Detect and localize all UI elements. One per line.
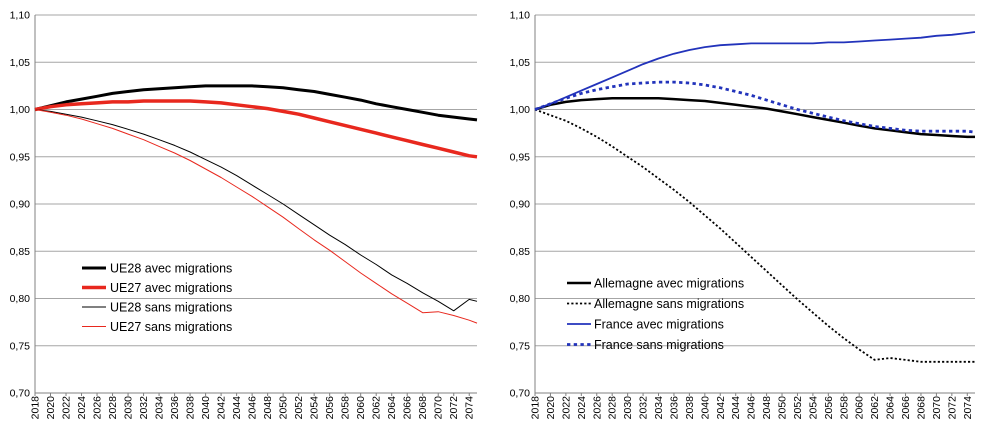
x-tick-label: 2056 xyxy=(823,396,835,420)
x-tick-label: 2062 xyxy=(371,396,383,420)
x-tick-label: 2042 xyxy=(715,396,727,420)
legend: UE28 avec migrations UE27 avec migrations… xyxy=(82,262,232,334)
legend-label-3: France avec migrations xyxy=(594,318,724,332)
x-tick-label: 2044 xyxy=(730,396,742,420)
x-tick-label: 2054 xyxy=(309,396,321,420)
x-tick-label: 2054 xyxy=(807,396,819,420)
y-tick-label: 0,70 xyxy=(10,388,31,400)
x-tick-label: 2028 xyxy=(107,396,119,420)
series-line-1 xyxy=(34,84,478,122)
x-tick-label: 2056 xyxy=(324,396,336,420)
x-tick-label: 2034 xyxy=(154,396,166,420)
y-tick-label: 0,95 xyxy=(510,151,531,163)
legend-label-2: Allemagne sans migrations xyxy=(594,297,744,311)
y-tick-label: 0,85 xyxy=(510,246,531,258)
y-tick-label: 0,70 xyxy=(510,388,531,400)
x-tick-label: 2068 xyxy=(417,396,429,420)
series-line-2 xyxy=(534,108,975,363)
x-tick-label: 2064 xyxy=(386,396,398,420)
x-tick-label: 2064 xyxy=(885,396,897,420)
x-tick-label: 2022 xyxy=(560,396,572,420)
legend-label-1: Allemagne avec migrations xyxy=(594,277,744,291)
x-tick-label: 2046 xyxy=(247,396,259,420)
legend-label-4: France sans migrations xyxy=(594,338,724,352)
y-tick-label: 0,90 xyxy=(510,199,531,211)
y-tick-label: 1,00 xyxy=(10,104,31,116)
legend-label-1: UE28 avec migrations xyxy=(110,262,232,276)
y-tick-label: 0,95 xyxy=(10,151,31,163)
x-tick-label: 2030 xyxy=(622,396,634,420)
y-tick-label: 1,10 xyxy=(10,10,31,22)
x-tick-label: 2026 xyxy=(591,396,603,420)
y-tick-label: 0,75 xyxy=(10,340,31,352)
series-line-4 xyxy=(534,80,976,134)
x-tick-label: 2018 xyxy=(30,396,42,420)
x-tick-label: 2036 xyxy=(169,396,181,420)
x-tick-label: 2060 xyxy=(854,396,866,420)
y-tick-label: 1,00 xyxy=(510,104,531,116)
series-line-4 xyxy=(34,109,478,324)
x-tick-label: 2052 xyxy=(792,396,804,420)
x-tick-label: 2026 xyxy=(92,396,104,420)
y-tick-label: 0,75 xyxy=(510,340,531,352)
x-tick-label: 2018 xyxy=(530,396,542,420)
x-tick-label: 2050 xyxy=(278,396,290,420)
legend-label-4: UE27 sans migrations xyxy=(110,320,232,334)
x-tick-label: 2046 xyxy=(746,396,758,420)
x-tick-label: 2066 xyxy=(900,396,912,420)
legend-label-2: UE27 avec migrations xyxy=(110,281,232,295)
legend-label-3: UE28 sans migrations xyxy=(110,301,232,315)
x-tick-label: 2042 xyxy=(216,396,228,420)
y-tick-label: 0,80 xyxy=(10,293,31,305)
x-tick-label: 2044 xyxy=(231,396,243,420)
legend: Allemagne avec migrations Allemagne sans … xyxy=(567,277,744,352)
x-tick-label: 2066 xyxy=(402,396,414,420)
x-tick-label: 2034 xyxy=(653,396,665,420)
x-tick-label: 2032 xyxy=(138,396,150,420)
x-tick-label: 2058 xyxy=(838,396,850,420)
x-tick-label: 2040 xyxy=(200,396,212,420)
x-tick-label: 2020 xyxy=(45,396,57,420)
y-tick-label: 0,80 xyxy=(510,293,531,305)
x-tick-label: 2060 xyxy=(355,396,367,420)
x-tick-label: 2030 xyxy=(123,396,135,420)
x-tick-label: 2074 xyxy=(464,396,476,420)
series-line-2 xyxy=(34,99,478,159)
x-tick-label: 2024 xyxy=(576,396,588,420)
chart-germany-france-population: 0,70 0,75 0,80 0,85 0,90 0,95 1,00 1,05 1,10 2018… xyxy=(510,10,976,420)
x-tick-label: 2028 xyxy=(607,396,619,420)
x-tick-label: 2032 xyxy=(638,396,650,420)
x-tick-label: 2038 xyxy=(185,396,197,420)
x-tick-label: 2048 xyxy=(761,396,773,420)
x-tick-label: 2052 xyxy=(293,396,305,420)
y-tick-label: 0,90 xyxy=(10,199,31,211)
x-tick-label: 2070 xyxy=(931,396,943,420)
x-tick-label: 2070 xyxy=(433,396,445,420)
y-tick-label: 0,85 xyxy=(10,246,31,258)
x-tick-label: 2038 xyxy=(684,396,696,420)
x-tick-label: 2024 xyxy=(76,396,88,420)
y-tick-label: 1,05 xyxy=(510,57,531,69)
series-line-1 xyxy=(534,96,975,139)
y-tick-label: 1,05 xyxy=(10,57,31,69)
series-line-3 xyxy=(34,109,478,312)
x-tick-label: 2040 xyxy=(699,396,711,420)
x-tick-label: 2072 xyxy=(946,396,958,420)
x-tick-label: 2050 xyxy=(777,396,789,420)
x-tick-label: 2072 xyxy=(448,396,460,420)
series-line-3 xyxy=(534,31,976,111)
x-tick-label: 2022 xyxy=(61,396,73,420)
x-tick-label: 2062 xyxy=(869,396,881,420)
chart-eu-population: 0,70 0,75 0,80 0,85 0,90 0,95 1,00 1,05 1,10 2018… xyxy=(10,10,478,420)
x-tick-label: 2020 xyxy=(545,396,557,420)
x-tick-label: 2048 xyxy=(262,396,274,420)
x-tick-label: 2068 xyxy=(915,396,927,420)
y-tick-label: 1,10 xyxy=(510,10,531,22)
x-tick-label: 2036 xyxy=(668,396,680,420)
x-tick-label: 2074 xyxy=(962,396,974,420)
x-tick-label: 2058 xyxy=(340,396,352,420)
